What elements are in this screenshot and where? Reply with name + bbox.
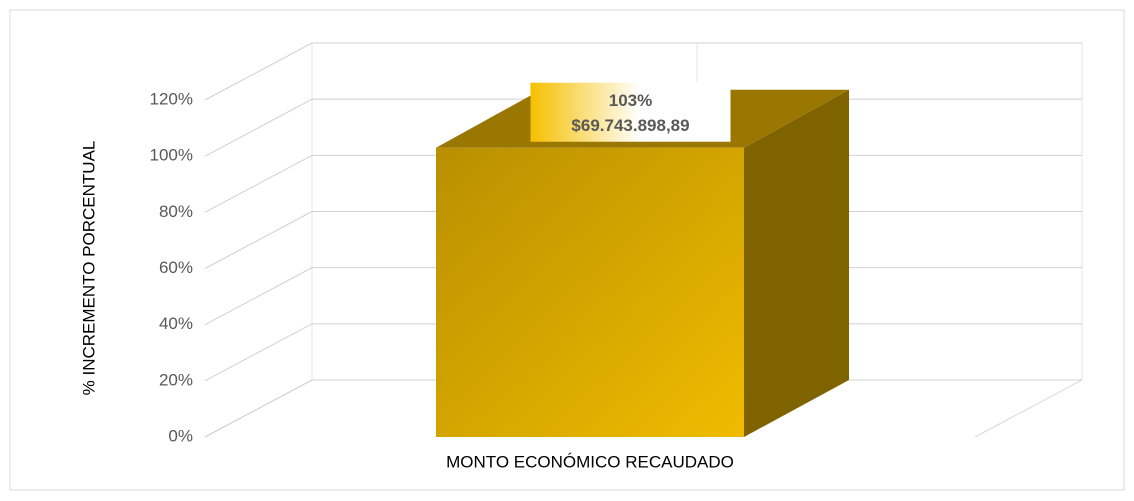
bar (436, 147, 744, 437)
y-tick-label: 40% (159, 314, 193, 333)
x-tick-label: MONTO ECONÓMICO RECAUDADO (446, 452, 734, 471)
y-tick-label: 120% (150, 89, 193, 108)
y-tick-label: 60% (159, 258, 193, 277)
y-tick-label: 80% (159, 202, 193, 221)
y-tick-label: 20% (159, 370, 193, 389)
data-label: $69.743.898,89 (571, 116, 689, 135)
plot: 0% 20% 40% 60% 80% 100% 120% MONTO ECONÓMICO RE… (150, 42, 1083, 471)
bar-side (744, 89, 849, 437)
grid-line (204, 42, 1082, 101)
y-tick-label: 100% (150, 146, 193, 165)
y-axis-title: % INCREMENTO PORCENTUAL (79, 141, 98, 396)
data-label: 103% (609, 91, 652, 110)
y-tick-label: 0% (168, 426, 193, 445)
data-label-box (530, 82, 731, 142)
